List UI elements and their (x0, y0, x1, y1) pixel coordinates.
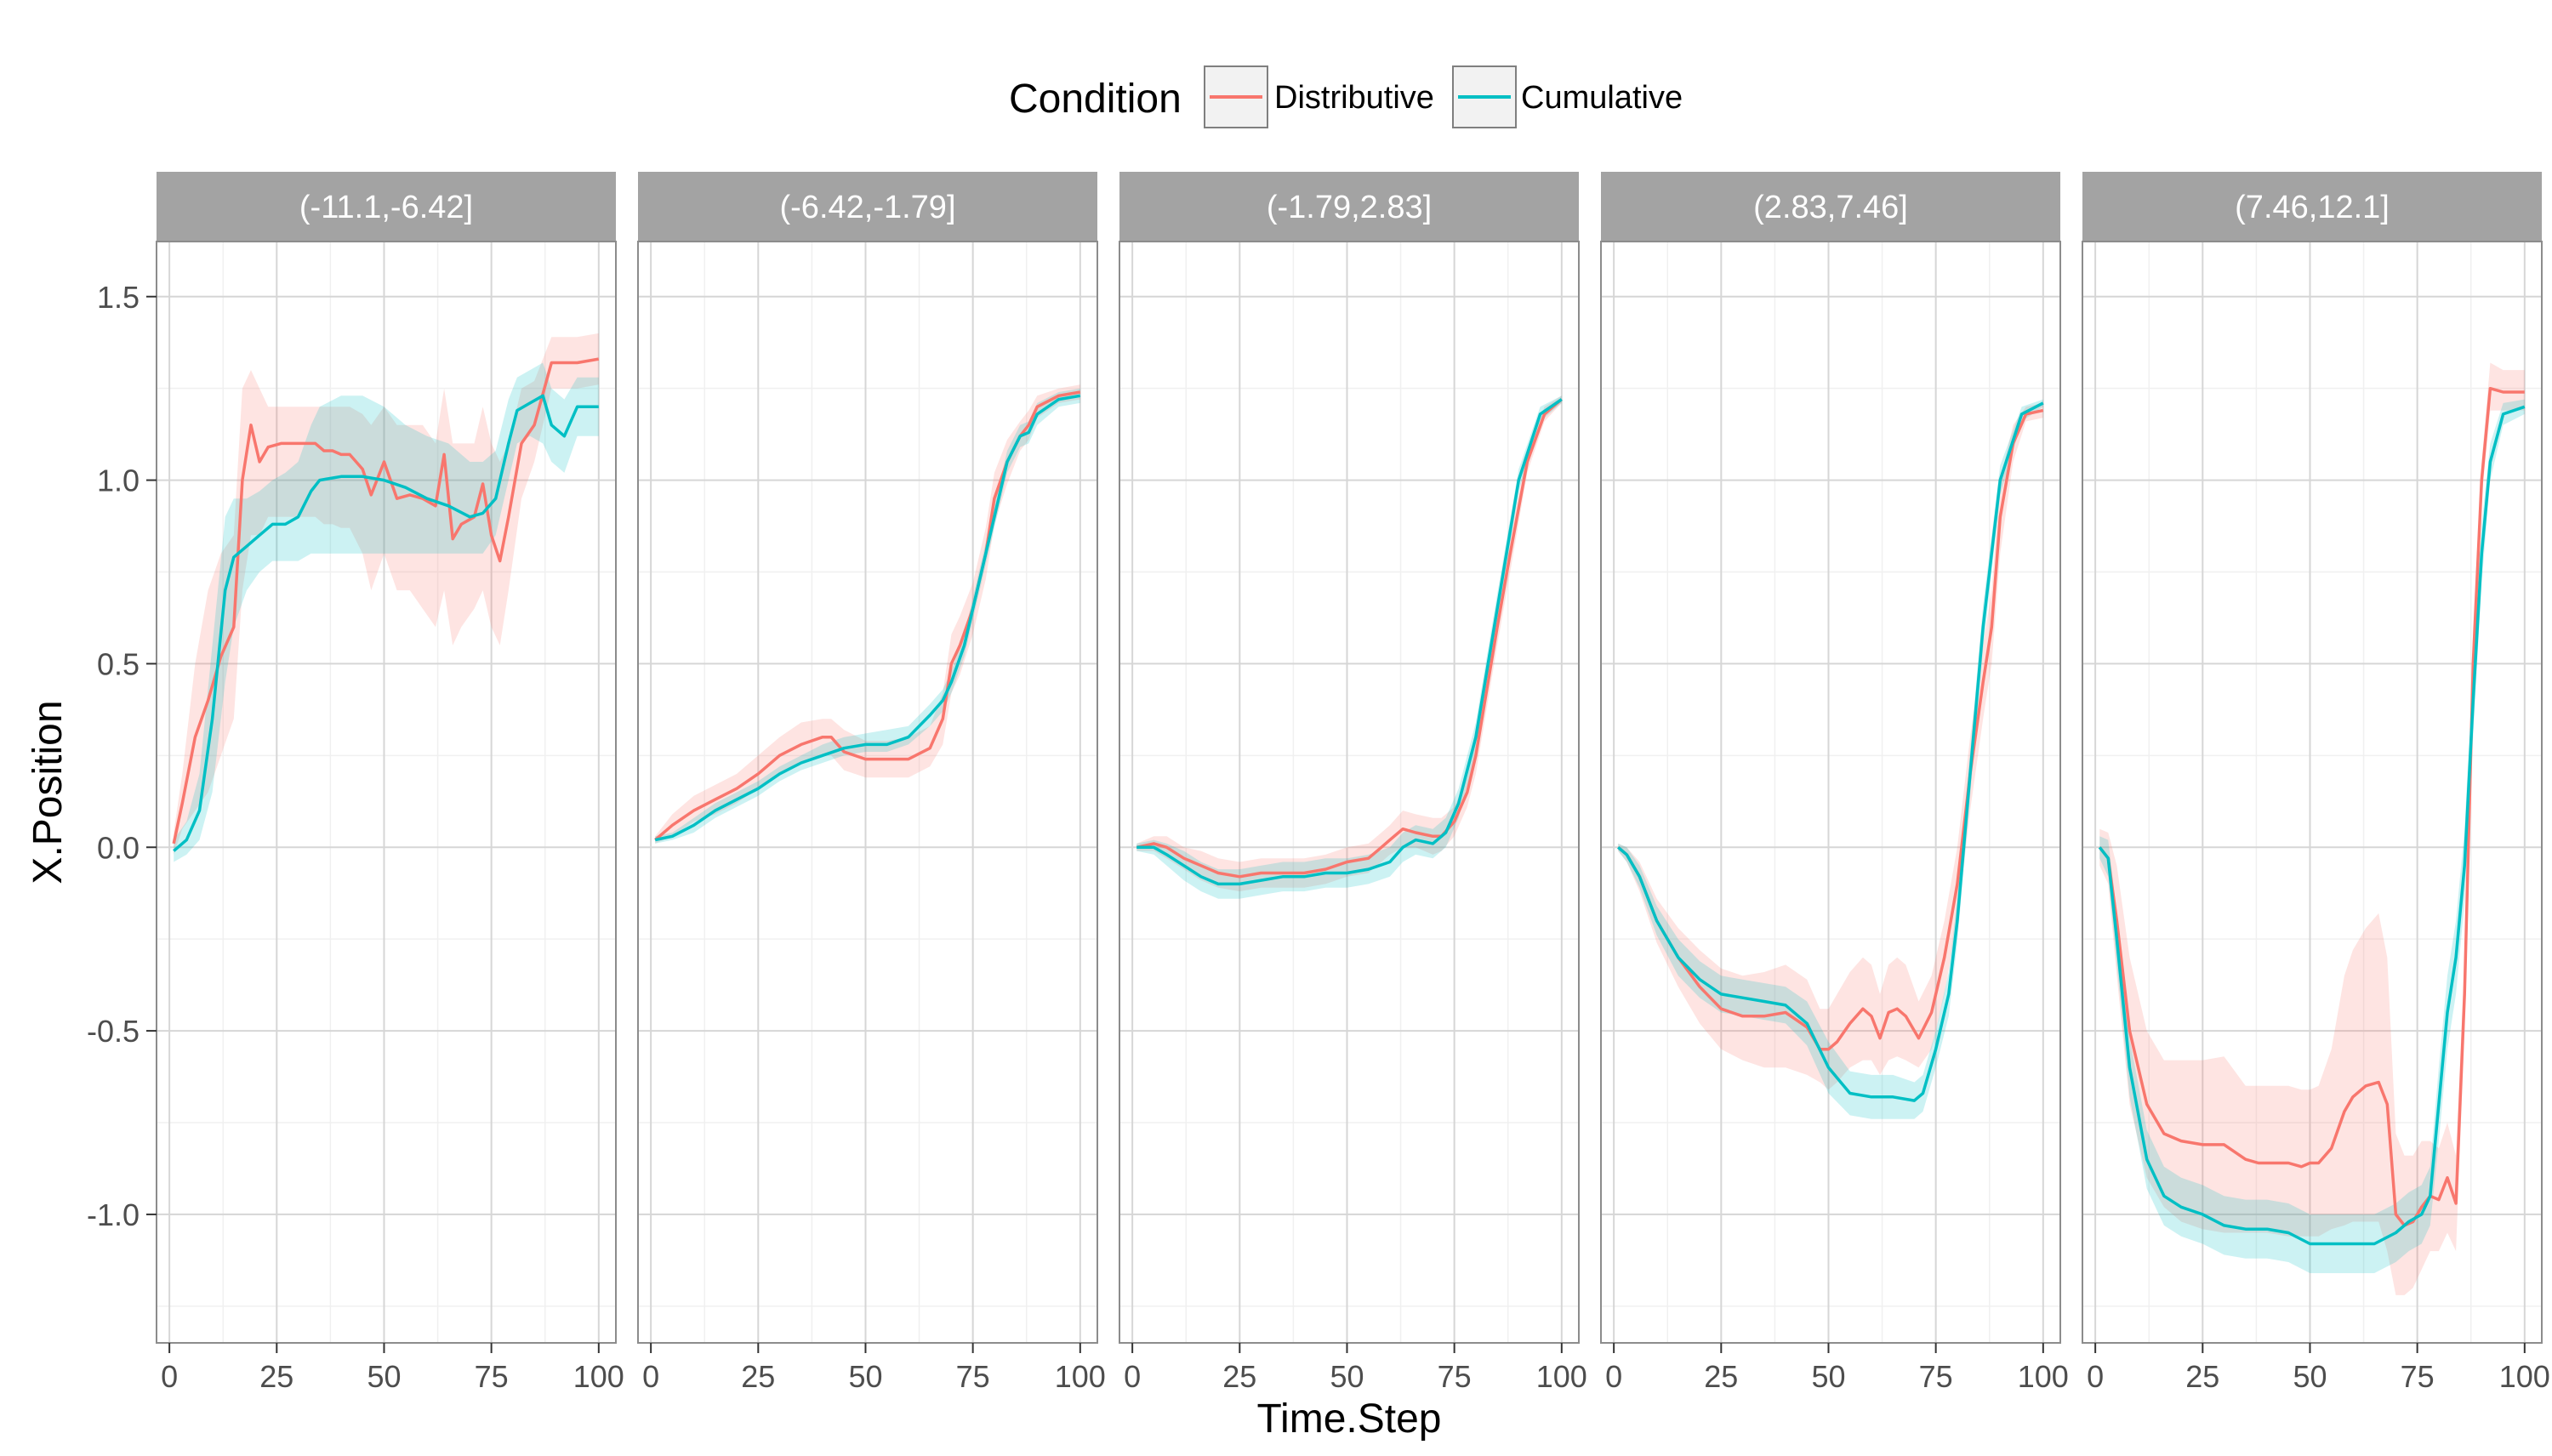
y-tick-label: 1.5 (97, 280, 140, 315)
ribbon-cumulative (174, 362, 599, 862)
x-tick-label: 25 (1222, 1359, 1256, 1394)
series-line-cumulative (654, 394, 1081, 842)
x-tick-label: 100 (1536, 1359, 1587, 1394)
facet-strip-label: (-6.42,-1.79] (780, 190, 956, 225)
y-axis-title: X.Position (26, 700, 71, 884)
plot-area (157, 242, 616, 1343)
x-tick-label: 0 (1605, 1359, 1622, 1394)
y-tick-label: 0.5 (97, 646, 140, 681)
plot-area (638, 242, 1097, 1343)
x-tick-label: 75 (2401, 1359, 2435, 1394)
y-tick-label: 0.0 (97, 830, 140, 865)
series-line-cumulative (173, 394, 599, 852)
series-line-distributive (1136, 398, 1563, 879)
y-axis: -1.0 -0.5 0.0 0.5 1.0 1.5 (87, 280, 157, 1232)
x-tick-label: 25 (741, 1359, 775, 1394)
series-group (1617, 399, 2044, 1119)
y-tick-label: -1.0 (87, 1197, 140, 1232)
series-line-distributive (2098, 386, 2525, 1227)
facet-strip-label: (2.83,7.46] (1753, 190, 1908, 225)
facet-strip-label: (-1.79,2.83] (1267, 190, 1432, 225)
facet-panel: (-6.42,-1.79] 0 25 50 75 100 (637, 172, 1106, 1394)
ribbon-cumulative (1618, 399, 2043, 1119)
y-tick-label: -0.5 (87, 1014, 140, 1049)
x-axis-title: Time.Step (1257, 1396, 1442, 1442)
panel-border (1119, 241, 1580, 1344)
x-tick-label: 50 (1811, 1359, 1845, 1394)
x-tick-label: 75 (1438, 1359, 1472, 1394)
x-tick-label: 50 (848, 1359, 882, 1394)
x-tick-label: 100 (573, 1359, 624, 1394)
x-tick-label: 100 (2018, 1359, 2069, 1394)
x-tick-label: 50 (367, 1359, 401, 1394)
panel-border (2082, 241, 2543, 1344)
panel-border (156, 241, 617, 1344)
series-line-cumulative (2098, 405, 2526, 1246)
facet-panels: (-11.1,-6.42] 0 25 50 75 100 (-6.42,-1.79] 0 25 5… (156, 172, 2550, 1394)
facet-panel: (-1.79,2.83] 0 25 50 75 100 (1119, 172, 1587, 1394)
panel-border (637, 241, 1098, 1344)
x-tick-label: 0 (1124, 1359, 1141, 1394)
panel-border (1600, 241, 2061, 1344)
legend-label-cumulative: Cumulative (1521, 80, 1683, 116)
ribbon-distributive (655, 384, 1080, 844)
legend-title: Condition (1009, 77, 1182, 122)
facet-strip (1601, 172, 2060, 242)
facet-strip-label: (7.46,12.1] (2235, 190, 2390, 225)
plot-area (1119, 242, 1579, 1343)
x-tick-label: 75 (475, 1359, 509, 1394)
x-tick-label: 50 (2293, 1359, 2327, 1394)
facet-strip (157, 172, 616, 242)
facet-strip-label: (-11.1,-6.42] (299, 190, 473, 225)
series-line-distributive (1617, 408, 2044, 1051)
facet-strip (1119, 172, 1579, 242)
facet-strip (2082, 172, 2542, 242)
series-line-cumulative (1136, 398, 1563, 886)
x-tick-label: 100 (2499, 1359, 2550, 1394)
facet-panel: (-11.1,-6.42] 0 25 50 75 100 (156, 172, 624, 1394)
facet-panel: (7.46,12.1] 0 25 50 75 100 (2082, 172, 2550, 1394)
x-tick-label: 100 (1055, 1359, 1106, 1394)
facet-strip (638, 172, 1097, 242)
series-group (2098, 362, 2526, 1295)
legend-label-distributive: Distributive (1274, 80, 1434, 116)
series-line-cumulative (1617, 401, 2044, 1102)
plot-area (1601, 242, 2060, 1343)
x-tick-label: 50 (1330, 1359, 1364, 1394)
x-tick-label: 75 (956, 1359, 990, 1394)
x-tick-label: 25 (1704, 1359, 1738, 1394)
series-line-distributive (172, 357, 600, 845)
x-tick-label: 25 (2185, 1359, 2219, 1394)
series-group (654, 384, 1081, 844)
x-tick-label: 25 (259, 1359, 293, 1394)
x-tick-label: 0 (2087, 1359, 2104, 1394)
series-group (172, 333, 600, 862)
x-tick-label: 0 (642, 1359, 659, 1394)
x-tick-label: 75 (1919, 1359, 1953, 1394)
facet-panel: (2.83,7.46] 0 25 50 75 100 (1600, 172, 2069, 1394)
y-tick-label: 1.0 (97, 464, 140, 498)
x-tick-label: 0 (161, 1359, 178, 1394)
legend: Condition Distributive Cumulative (1009, 65, 1683, 128)
series-group (1136, 395, 1563, 899)
ribbon-distributive (174, 333, 599, 855)
ribbon-distributive (2099, 362, 2525, 1295)
plot-area (2082, 242, 2542, 1343)
